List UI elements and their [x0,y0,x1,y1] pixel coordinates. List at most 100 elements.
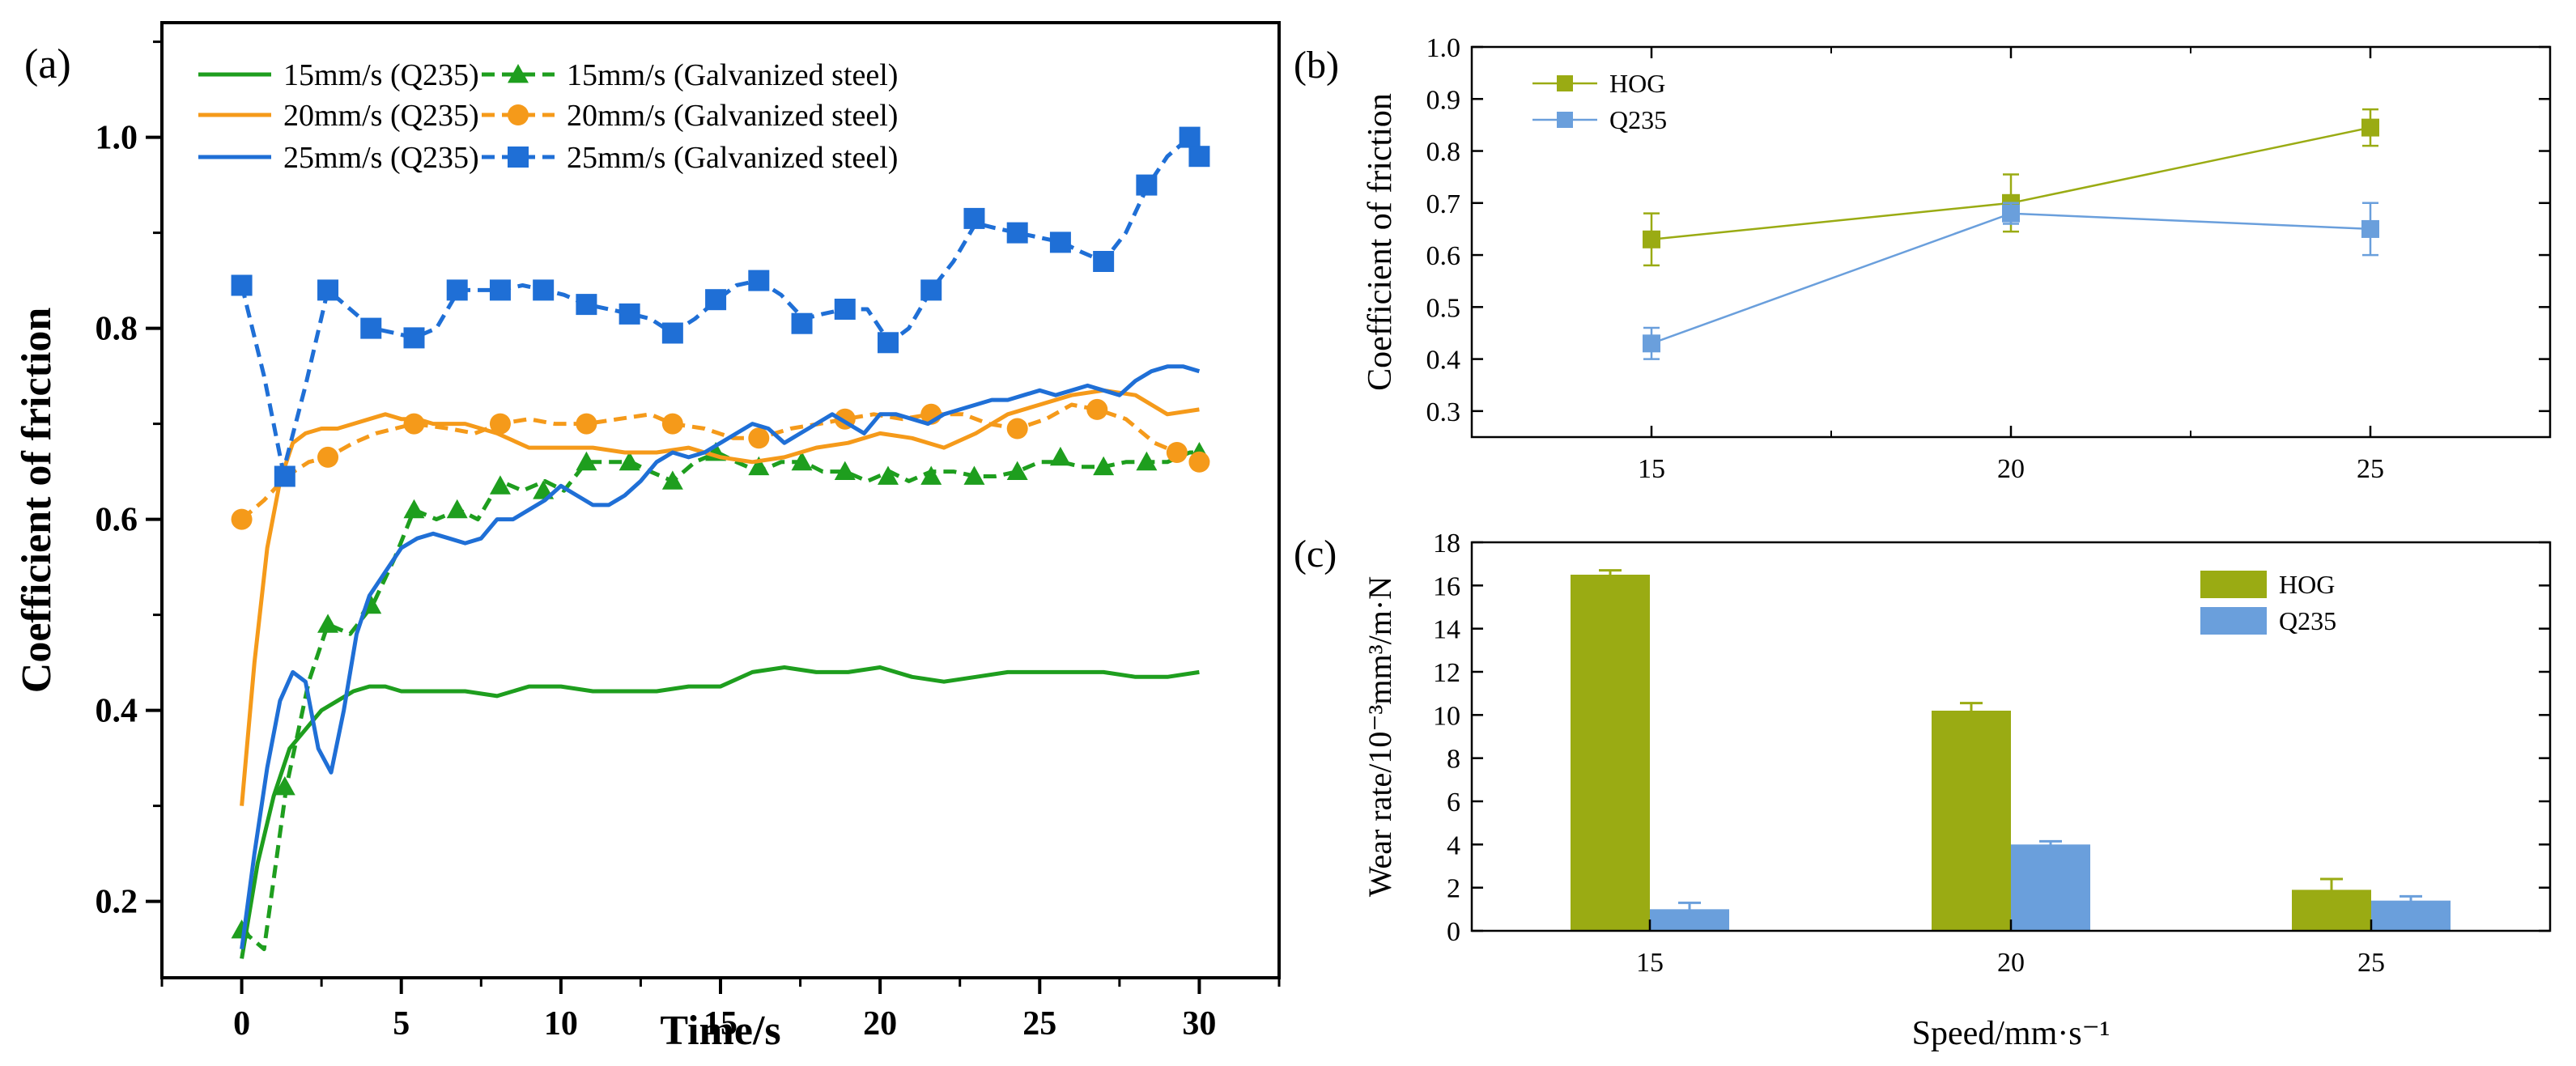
data-point [834,461,856,480]
x-tick-label: 20 [1997,454,2025,484]
legend-swatch [2200,571,2267,598]
data-point [1179,126,1201,148]
legend-label: 25mm/s (Q235) [283,141,479,175]
data-point [403,327,425,349]
data-point [576,451,597,471]
x-axis-label: Speed/mm·s⁻¹ [1912,1015,2111,1052]
x-tick-label: 10 [544,1005,578,1043]
legend-marker [508,64,529,83]
legend-label: HOG [2279,570,2335,599]
y-tick-label: 0.6 [96,502,138,539]
data-point [748,427,770,449]
data-point [2361,219,2379,238]
y-tick-label: 0.6 [1426,241,1461,271]
data-point [489,413,511,435]
series-line-1 [240,450,1200,952]
y-tick-label: 2 [1447,874,1460,904]
y-tick-label: 0.8 [96,311,138,348]
data-point [403,499,425,519]
data-point [1093,456,1115,476]
series-line-0 [240,665,1200,959]
x-tick-label: 25 [2357,454,2384,484]
y-tick-label: 18 [1433,529,1460,558]
data-point [1188,451,1210,473]
x-tick-label: 15 [1636,948,1664,978]
y-tick-label: 12 [1433,658,1460,688]
y-tick-label: 4 [1447,830,1460,860]
legend-label: 15mm/s (Galvanized steel) [567,58,898,92]
data-point [834,299,856,320]
y-tick-label: 0 [1447,917,1460,947]
data-point [791,312,813,334]
data-point [963,465,985,485]
y-tick-label: 0.4 [96,693,138,730]
bar [1571,575,1650,931]
x-tick-label: 25 [1022,1005,1056,1043]
data-point [274,465,295,487]
legend-marker [508,147,529,168]
data-point [1093,251,1115,272]
legend-marker [1557,75,1573,91]
series-line-1 [1651,212,2371,345]
data-point [317,279,339,301]
legend-label: 25mm/s (Galvanized steel) [567,141,898,175]
legend-label: 15mm/s (Q235) [283,58,479,92]
series-line-3 [240,402,1201,521]
data-point [446,279,468,301]
y-tick-label: 0.2 [96,884,138,921]
x-tick-label: 20 [863,1005,897,1043]
y-tick-label: 0.7 [1426,189,1461,219]
y-axis-label: Coefficient of friction [14,308,60,694]
data-point [231,508,253,530]
data-point [963,207,985,229]
y-tick-label: 1.0 [96,120,138,157]
data-point [920,465,942,485]
data-point [533,279,555,301]
bar [1932,711,2011,931]
legend-label: Q235 [1609,105,1667,134]
chart-b-friction-vs-speed: 15 20 25 0.3 0.4 0.5 0.6 0.7 0.8 0.9 1.0 Coefficien… [1362,33,2552,484]
data-point [317,614,339,633]
y-tick-label: 1.0 [1426,33,1461,63]
legend-marker [508,104,529,125]
x-tick-label: 30 [1182,1005,1216,1043]
data-point [1049,231,1071,253]
series-line-2 [240,388,1200,806]
series-line-4 [240,364,1201,949]
data-point [1049,446,1071,466]
data-point [1188,146,1210,168]
bar [2371,900,2451,931]
legend-label: 20mm/s (Q235) [283,99,479,133]
x-tick-label: 5 [393,1005,410,1043]
x-tick-label: 20 [1997,948,2025,978]
data-point [1086,398,1108,420]
data-point [274,776,295,796]
y-tick-label: 6 [1447,788,1460,818]
x-axis-label: Time/s [660,1008,780,1054]
legend-label: HOG [1609,69,1665,98]
data-point [2002,204,2020,223]
legend-label: Q235 [2279,606,2336,635]
y-tick-label: 0.4 [1426,346,1461,376]
y-axis-label: Coefficient of friction [1362,93,1399,391]
data-point [878,465,899,485]
data-point [1006,222,1028,244]
data-point [576,294,597,316]
data-point [1643,230,1660,248]
data-point [576,413,597,435]
panel-a-label: (a) [24,41,71,87]
y-tick-label: 0.5 [1426,293,1461,323]
y-axis-label: Wear rate/10⁻³mm³/m·N [1362,576,1398,897]
y-tick-label: 8 [1447,745,1460,775]
data-point [231,919,253,939]
x-tick-label: 15 [704,1005,738,1043]
y-tick-label: 0.8 [1426,138,1461,168]
data-point [2361,118,2379,137]
data-point [748,270,770,291]
data-point [618,451,640,471]
data-point [403,413,425,435]
data-point [1006,418,1028,440]
y-tick-label: 14 [1433,615,1460,645]
data-point [748,456,770,476]
